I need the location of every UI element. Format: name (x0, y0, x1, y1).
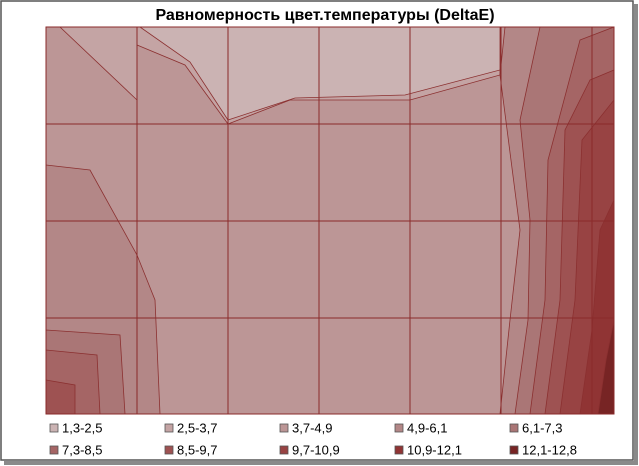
legend-swatch (394, 445, 404, 455)
legend-swatch (394, 423, 404, 433)
legend-label: 1,3-2,5 (62, 420, 102, 435)
frame-shadow (634, 4, 638, 463)
legend-swatch (509, 445, 519, 455)
legend-label: 8,5-9,7 (177, 442, 217, 457)
legend: 1,3-2,5 2,5-3,7 3,7-4,9 4,9-6,1 6,1-7,3 7,3-8… (49, 420, 577, 457)
legend-swatch (509, 423, 519, 433)
contour-region (45, 379, 76, 415)
frame-shadow (4, 461, 638, 465)
legend-label: 2,5-3,7 (177, 420, 217, 435)
legend-label: 4,9-6,1 (407, 420, 447, 435)
legend-swatch (279, 445, 289, 455)
legend-swatch (49, 445, 59, 455)
legend-label: 7,3-8,5 (62, 442, 102, 457)
legend-label: 9,7-10,9 (292, 442, 340, 457)
plot-border (45, 26, 615, 415)
chart-title: Равномерность цвет.температуры (DeltaE) (155, 7, 494, 24)
legend-label: 6,1-7,3 (522, 420, 562, 435)
legend-label: 12,1-12,8 (522, 442, 577, 457)
legend-swatch (164, 423, 174, 433)
legend-swatch (164, 445, 174, 455)
legend-swatch (49, 423, 59, 433)
legend-label: 3,7-4,9 (292, 420, 332, 435)
grid (45, 26, 615, 415)
legend-swatch (279, 423, 289, 433)
legend-label: 10,9-12,1 (407, 442, 462, 457)
